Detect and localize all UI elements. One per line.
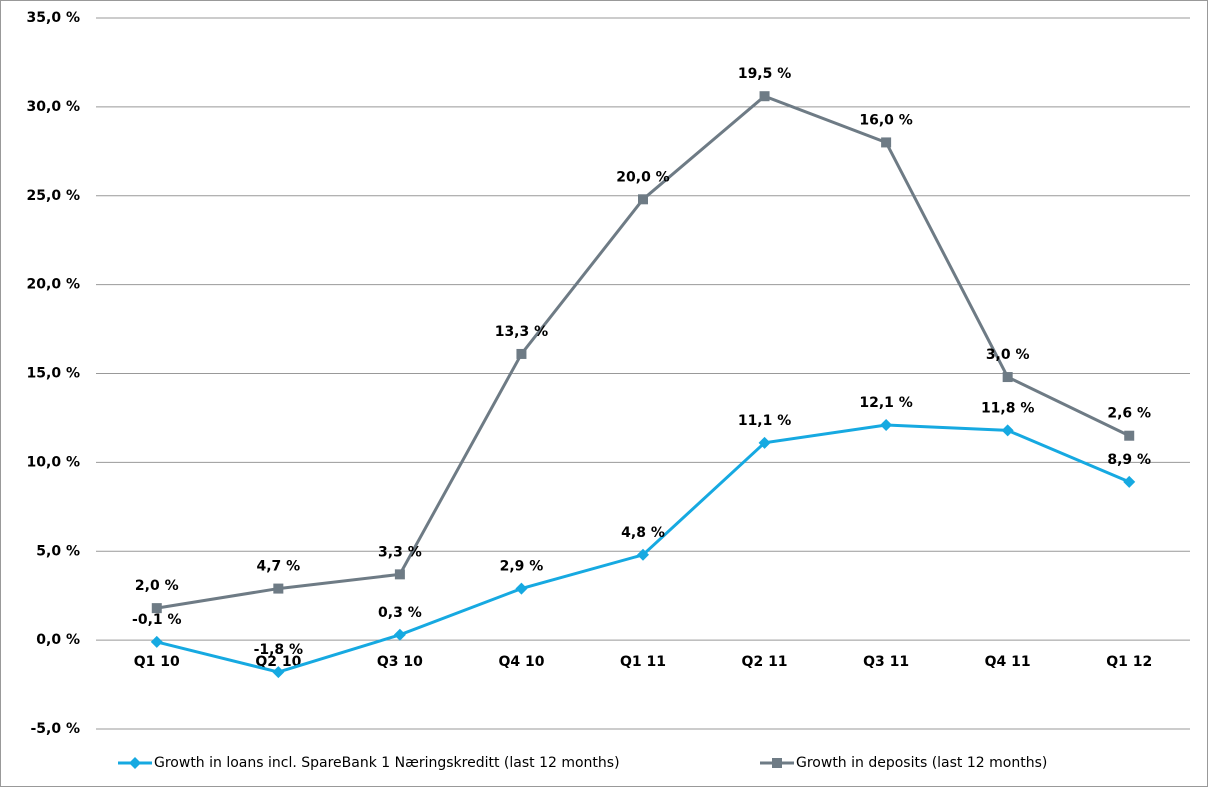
- y-tick-label: 30,0 %: [27, 99, 80, 115]
- x-tick-label: Q3 10: [377, 654, 423, 670]
- data-label: 11,8 %: [981, 400, 1034, 416]
- data-label: 4,8 %: [621, 525, 665, 541]
- marker: [638, 194, 648, 205]
- y-tick-label: 25,0 %: [27, 188, 80, 204]
- marker: [1001, 424, 1014, 437]
- marker: [515, 582, 528, 595]
- marker: [151, 603, 162, 614]
- marker: [129, 757, 141, 769]
- x-tick-label: Q4 11: [985, 654, 1031, 670]
- data-label: -0,1 %: [132, 612, 182, 628]
- marker: [1124, 430, 1135, 441]
- data-label: 11,1 %: [738, 413, 791, 429]
- annotation: 3,0 %: [986, 347, 1030, 363]
- y-tick-label: 35,0 %: [27, 10, 80, 26]
- annotation: 19,5 %: [738, 66, 791, 82]
- marker: [759, 91, 770, 102]
- y-tick-label: 0,0 %: [36, 632, 80, 648]
- annotation: 16,0 %: [859, 112, 912, 128]
- data-label: 2,9 %: [500, 559, 544, 575]
- y-tick-label: 10,0 %: [27, 454, 80, 470]
- y-tick-label: -5,0 %: [30, 721, 80, 737]
- marker: [881, 137, 892, 148]
- marker: [394, 569, 405, 580]
- data-label: 8,9 %: [1107, 452, 1151, 468]
- y-tick-label: 15,0 %: [27, 366, 80, 382]
- annotation: 20,0 %: [616, 169, 669, 185]
- x-tick-label: Q3 11: [863, 654, 909, 670]
- marker: [637, 548, 649, 561]
- marker: [150, 635, 163, 648]
- data-label: 12,1 %: [859, 395, 912, 411]
- marker: [516, 348, 527, 359]
- annotation: 3,3 %: [378, 544, 422, 560]
- x-tick-label: Q1 12: [1106, 654, 1152, 670]
- marker: [273, 583, 284, 594]
- marker: [272, 666, 285, 679]
- marker: [1002, 372, 1013, 383]
- annotation: 2,0 %: [135, 578, 179, 594]
- data-label: 0,3 %: [378, 605, 422, 621]
- data-label: -1,8 %: [254, 642, 304, 658]
- annotation: 13,3 %: [495, 324, 548, 340]
- y-tick-label: 5,0 %: [36, 543, 80, 559]
- legend-label: Growth in loans incl. SpareBank 1 Næring…: [154, 755, 620, 771]
- x-tick-label: Q1 11: [620, 654, 666, 670]
- annotation: 2,6 %: [1107, 406, 1151, 422]
- marker: [880, 419, 893, 432]
- x-tick-label: Q2 11: [742, 654, 788, 670]
- marker: [758, 436, 771, 449]
- annotation: 4,7 %: [256, 559, 300, 575]
- x-tick-label: Q1 10: [134, 654, 180, 670]
- legend-label: Growth in deposits (last 12 months): [796, 755, 1047, 771]
- marker: [393, 628, 406, 641]
- y-tick-label: 20,0 %: [27, 277, 80, 293]
- marker: [772, 758, 782, 768]
- marker: [1123, 475, 1136, 488]
- x-tick-label: Q2 10: [255, 654, 301, 670]
- x-tick-label: Q4 10: [498, 654, 544, 670]
